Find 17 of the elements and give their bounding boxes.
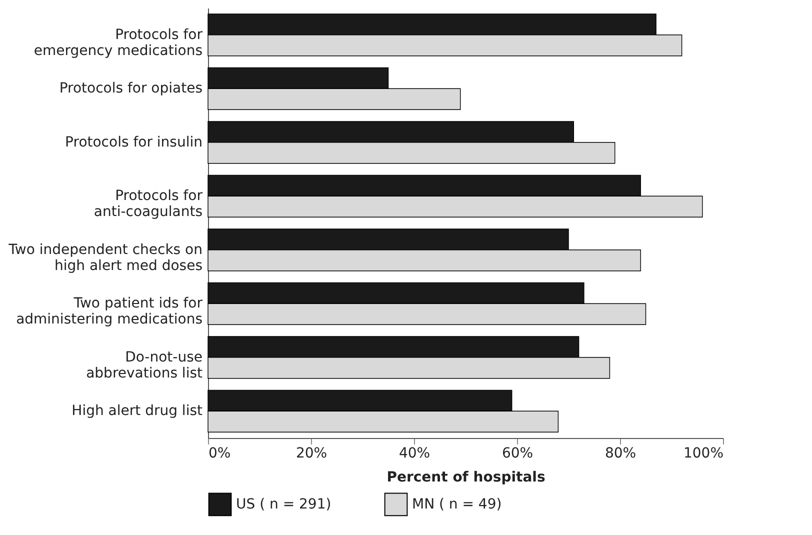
x-tick-label: 20% <box>296 446 328 462</box>
y-tick-label: Two patient ids for administering medications <box>16 296 203 328</box>
x-tick-label: 60% <box>502 446 534 462</box>
y-tick-label: Protocols for emergency medications <box>34 26 203 59</box>
x-tick-label: 40% <box>398 446 430 462</box>
x-tick-label: 0% <box>208 446 231 462</box>
y-tick-label: Protocols for opiates <box>59 80 202 97</box>
y-tick-label: Do-not-use abbrevations list <box>86 349 204 382</box>
y-tick-label: Two independent checks on high alert med doses <box>8 242 202 274</box>
y-tick-label: Protocols for insulin <box>65 134 202 150</box>
legend-label: US ( n = 291) <box>236 496 332 512</box>
y-tick-label: High alert drug list <box>72 403 203 420</box>
y-tick-label: Protocols for anti-coagulants <box>94 188 203 220</box>
legend-label: MN ( n = 49) <box>412 496 502 512</box>
x-tick-label: 100% <box>683 446 724 462</box>
x-axis-title: Percent of hospitals <box>386 470 546 486</box>
x-tick-label: 80% <box>604 446 636 462</box>
